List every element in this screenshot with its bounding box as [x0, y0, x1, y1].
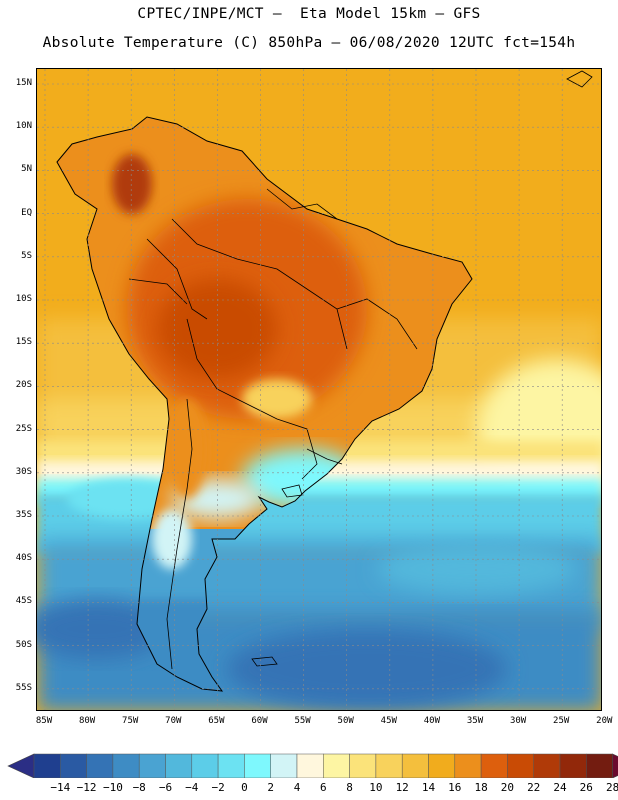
colorbar-bin: [533, 753, 561, 778]
colorbar-bin: [586, 753, 613, 778]
colorbar-tick-label: 24: [553, 781, 567, 794]
lon-label-75w: 75W: [122, 716, 139, 726]
lat-label-5s: 5S: [21, 250, 32, 261]
lon-label-50w: 50W: [337, 716, 354, 726]
colorbar-tick-label: 14: [421, 781, 436, 794]
country-borders: [128, 188, 418, 670]
title-line-2: Absolute Temperature (C) 850hPa – 06/08/…: [42, 35, 576, 51]
colorbar-tick-label: 2: [267, 781, 274, 794]
lat-label-30s: 30S: [15, 466, 32, 477]
colorbar-bin: [33, 753, 61, 778]
colorbar-bin: [296, 753, 324, 778]
lagoon-outline: [281, 484, 303, 498]
lon-label-85w: 85W: [35, 716, 53, 726]
colorbar-bin: [60, 753, 87, 778]
lat-label-55s: 55S: [15, 682, 32, 693]
colorbar-bin: [507, 753, 534, 778]
lat-label-eq: EQ: [21, 207, 32, 218]
title-line-1: CPTEC/INPE/MCT – Eta Model 15km – GFS: [137, 6, 481, 22]
lon-label-60w: 60W: [251, 716, 268, 726]
lat-lon-grid: [37, 69, 601, 710]
lon-label-55w: 55W: [294, 716, 311, 726]
lat-label-15s: 15S: [15, 337, 32, 348]
colorbar-tick-label: 12: [395, 781, 409, 794]
lat-label-50s: 50S: [15, 639, 32, 650]
colorbar-tick-label: 18: [474, 781, 488, 794]
colorbar-bin: [217, 753, 245, 778]
colorbar-bin: [138, 753, 166, 778]
colorbar-bin: [165, 753, 193, 778]
lat-label-20s: 20S: [15, 380, 32, 391]
lon-label-25w: 25W: [553, 716, 570, 726]
colorbar-arrow-high: [612, 753, 618, 778]
colorbar-bin: [323, 753, 350, 778]
colorbar-bin: [270, 753, 298, 778]
colorbar-tick-label: 20: [500, 781, 515, 794]
lon-label-45w: 45W: [380, 716, 397, 726]
lat-label-10s: 10S: [15, 294, 32, 304]
caribbean-islands: [566, 70, 593, 88]
colorbar-bin: [244, 753, 271, 778]
lat-label-45s: 45S: [15, 596, 32, 607]
colorbar-bin: [112, 753, 140, 778]
falkland-islands: [251, 656, 278, 667]
lat-label-15n: 15N: [15, 78, 32, 88]
colorbar-tick-label: 10: [369, 781, 383, 794]
lon-label-35w: 35W: [466, 716, 484, 726]
colorbar-bin: [480, 753, 508, 778]
colorbar-bin: [375, 753, 403, 778]
colorbar-tick-label: −12: [76, 781, 97, 794]
lon-label-65w: 65W: [208, 716, 225, 726]
colorbar-tick-label: 22: [527, 781, 541, 794]
cold-core-south: [227, 629, 507, 709]
colorbar-bin: [454, 753, 482, 778]
colorbar-tick-label: −6: [158, 781, 173, 794]
colorbar-bin: [559, 753, 587, 778]
lon-label-20w: 20W: [596, 716, 613, 726]
colorbar-tick-label: 8: [346, 781, 353, 794]
lon-label-80w: 80W: [78, 716, 96, 726]
colorbar-tick-label: 28: [605, 781, 618, 794]
lat-label-10n: 10N: [15, 121, 32, 132]
colorbar-bin: [349, 753, 377, 778]
map-panel: [36, 68, 602, 711]
colorbar-tick-label: −10: [102, 781, 123, 794]
lon-label-70w: 70W: [165, 716, 182, 726]
colorbar-tick-label: 16: [448, 781, 462, 794]
temperature-map: [37, 69, 601, 710]
lat-label-5n: 5N: [21, 164, 32, 175]
colorbar-tick-label: −2: [211, 781, 225, 794]
colorbar-bin: [86, 753, 114, 778]
cool-band-atlantic: [377, 544, 577, 594]
colorbar-tick-label: 26: [579, 781, 593, 794]
colorbar-tick-label: −8: [132, 781, 146, 794]
coastline: [56, 116, 473, 692]
colorbar-bin: [401, 753, 429, 778]
colorbar-tick-label: −4: [185, 781, 199, 794]
lat-label-40s: 40S: [15, 553, 32, 564]
lat-label-35s: 35S: [15, 510, 32, 520]
colorbar-tick-label: 0: [241, 781, 248, 794]
lon-label-30w: 30W: [509, 716, 527, 726]
colorbar-bin: [428, 753, 456, 778]
lat-label-25s: 25S: [15, 423, 32, 434]
colorbar: [7, 753, 618, 778]
lon-label-40w: 40W: [423, 716, 441, 726]
colorbar-tick-label: 6: [319, 781, 327, 794]
colorbar-tick-label: 4: [293, 781, 301, 794]
colorbar-bin: [191, 753, 219, 778]
cold-core-pacific: [37, 599, 167, 659]
colorbar-tick-label: −14: [50, 781, 71, 794]
colorbar-arrow-low: [7, 753, 35, 778]
